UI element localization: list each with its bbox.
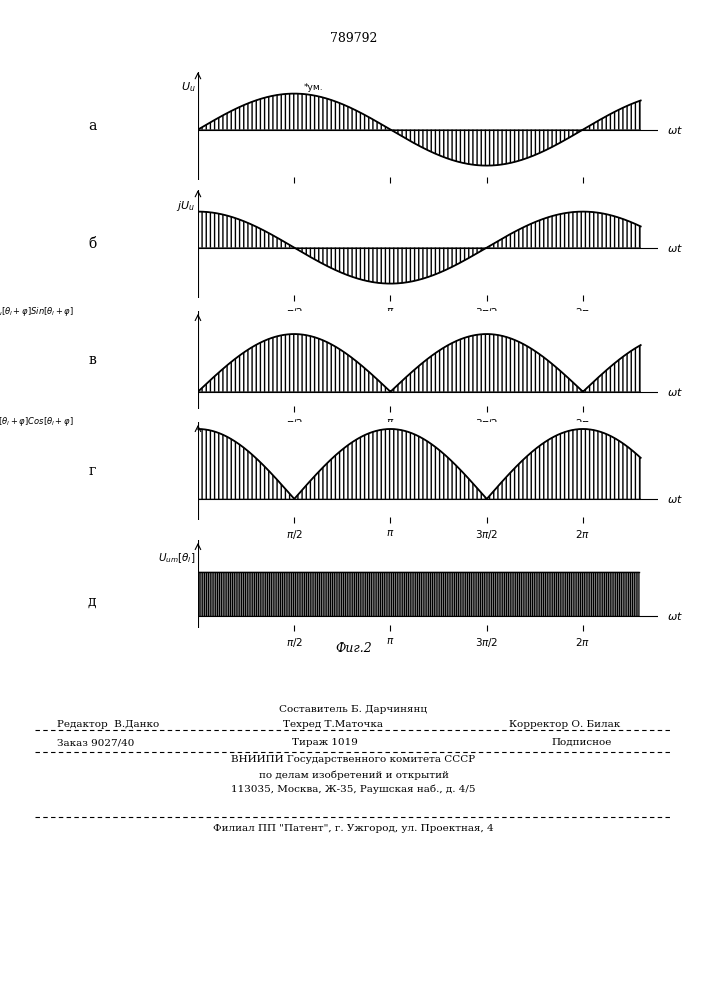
Text: г: г xyxy=(88,464,96,478)
Text: *ум.: *ум. xyxy=(304,83,324,92)
Text: 789792: 789792 xyxy=(329,32,378,45)
Text: Тираж 1019: Тираж 1019 xyxy=(292,738,358,747)
Text: 113035, Москва, Ж-35, Раушская наб., д. 4/5: 113035, Москва, Ж-35, Раушская наб., д. … xyxy=(231,784,476,794)
Text: Заказ 9027/40: Заказ 9027/40 xyxy=(57,738,134,747)
Text: Корректор О. Билак: Корректор О. Билак xyxy=(509,720,620,729)
Text: в: в xyxy=(88,353,96,367)
Text: Фиг.2: Фиг.2 xyxy=(335,642,372,655)
Text: Составитель Б. Дарчинянц: Составитель Б. Дарчинянц xyxy=(279,705,428,714)
Text: $\omega t$: $\omega t$ xyxy=(667,124,683,136)
Text: по делам изобретений и открытий: по делам изобретений и открытий xyxy=(259,770,448,780)
Text: $\omega t$: $\omega t$ xyxy=(667,242,683,254)
Text: $\omega t$: $\omega t$ xyxy=(667,386,683,398)
Text: $\omega t$: $\omega t$ xyxy=(667,493,683,505)
Text: Подписное: Подписное xyxy=(551,738,612,747)
Text: Редактор  В.Данко: Редактор В.Данко xyxy=(57,720,159,729)
Text: $U_{um}[\theta_l]$: $U_{um}[\theta_l]$ xyxy=(158,551,196,565)
Text: $U_u[\theta_l+\varphi]Sin[\theta_l+\varphi]$: $U_u[\theta_l+\varphi]Sin[\theta_l+\varp… xyxy=(0,304,74,318)
Text: $jU_u[\theta_l+\varphi]Cos[\theta_l+\varphi]$: $jU_u[\theta_l+\varphi]Cos[\theta_l+\var… xyxy=(0,416,74,428)
Text: $jU_u$: $jU_u$ xyxy=(177,199,196,213)
Text: д: д xyxy=(88,595,97,609)
Text: Филиал ПП "Патент", г. Ужгород, ул. Проектная, 4: Филиал ПП "Патент", г. Ужгород, ул. Прое… xyxy=(214,824,493,833)
Text: $U_u$: $U_u$ xyxy=(181,81,196,94)
Text: б: б xyxy=(88,237,96,251)
Text: $\omega t$: $\omega t$ xyxy=(667,610,683,622)
Text: а: а xyxy=(88,119,96,133)
Text: ВНИИПИ Государственного комитета СССР: ВНИИПИ Государственного комитета СССР xyxy=(231,755,476,764)
Text: Техред Т.Маточка: Техред Т.Маточка xyxy=(283,720,382,729)
